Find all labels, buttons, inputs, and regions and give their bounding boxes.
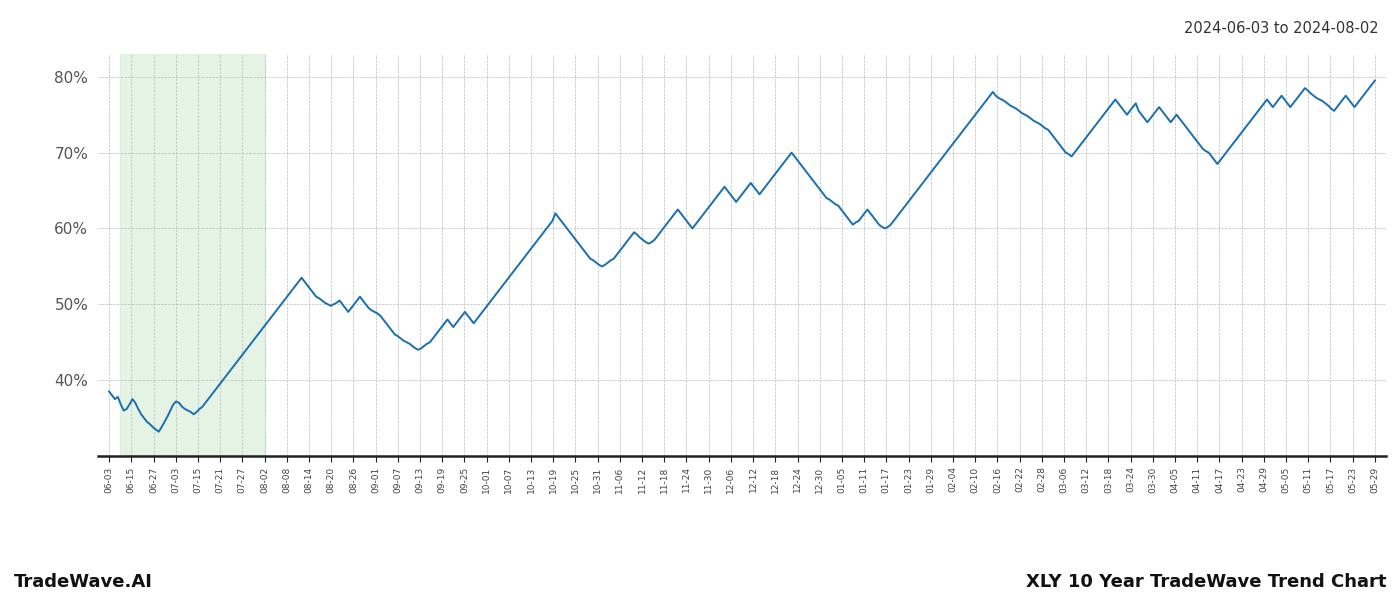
Bar xyxy=(120,54,265,456)
Text: XLY 10 Year TradeWave Trend Chart: XLY 10 Year TradeWave Trend Chart xyxy=(1025,573,1386,591)
Text: 2024-06-03 to 2024-08-02: 2024-06-03 to 2024-08-02 xyxy=(1184,21,1379,36)
Text: TradeWave.AI: TradeWave.AI xyxy=(14,573,153,591)
